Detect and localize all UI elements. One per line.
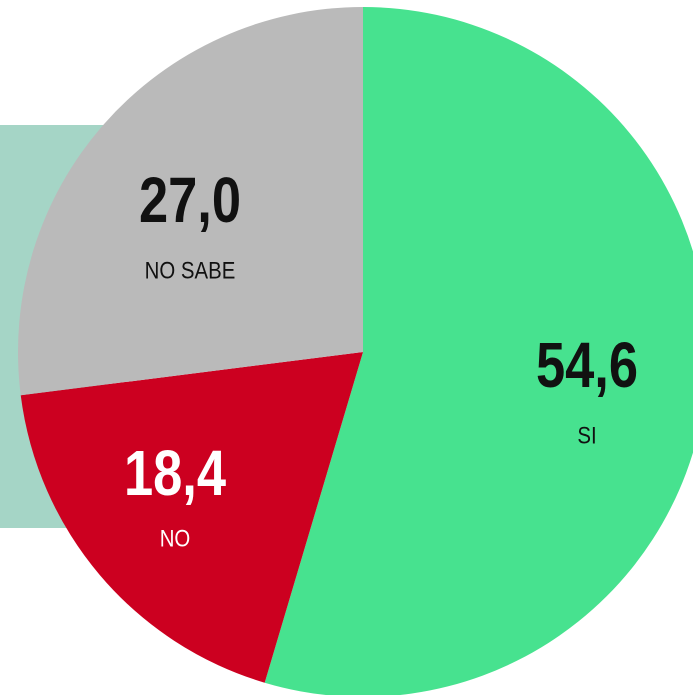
value-label: 27,0: [139, 165, 241, 236]
value-label: 18,4: [124, 438, 227, 509]
value-label: 54,6: [536, 330, 638, 401]
value-label-group: 18,4: [124, 438, 227, 509]
category-label: NO SABE: [145, 257, 236, 284]
value-label-group: 27,0: [139, 165, 241, 236]
pie-slice: [264, 7, 693, 695]
pie-slice: [17, 7, 363, 396]
category-label-group: NO: [160, 525, 191, 552]
value-label-group: 54,6: [536, 330, 638, 401]
pie: [17, 7, 693, 695]
category-label: NO: [160, 525, 191, 552]
category-label-group: SI: [577, 422, 596, 449]
labels: 54,6 SI 18,4 NO 27,0 NO SABE: [124, 165, 638, 552]
pie-slice: [20, 352, 363, 683]
category-label: SI: [577, 422, 596, 449]
category-label-group: NO SABE: [145, 257, 236, 284]
